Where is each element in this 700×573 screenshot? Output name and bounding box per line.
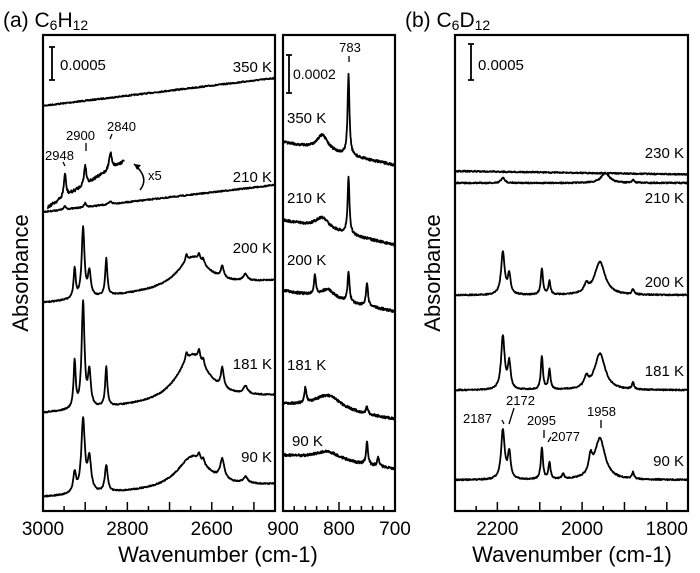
spectrum-200k (282, 270, 396, 313)
scale-bar (49, 46, 55, 81)
peak-label-1958: 1958 (587, 404, 616, 419)
temperature-label: 181 K (645, 363, 684, 380)
peak-label-2840: 2840 (107, 119, 136, 134)
temperature-label: 90 K (241, 449, 272, 466)
temperature-label: 200 K (233, 240, 272, 257)
scale-bar-label: 0.0005 (478, 57, 524, 74)
x-axis-label-b: Wavenumber (cm-1) (472, 542, 672, 567)
x-tick-label: 2200 (476, 519, 518, 540)
spectrum-181k (454, 334, 689, 392)
temperature-label: 210 K (233, 169, 272, 186)
panel-a-right: 900 800 700 0.0002 350 K 210 K 200 K 181 K 90 K (267, 33, 411, 540)
peak-label-2172: 2172 (506, 393, 535, 408)
temperature-label: 350 K (287, 110, 326, 127)
spectrum-230k (454, 169, 689, 176)
x-tick-label: 2800 (106, 519, 148, 540)
spectrum-350k (42, 76, 276, 108)
spectrum-210k (454, 171, 689, 185)
spectrum-181k (42, 299, 276, 414)
panel-b-title: (b) C6D12 (405, 9, 490, 33)
peak-label-783: 783 (339, 40, 361, 55)
plot-frame (41, 33, 277, 513)
peak-marker-ticks-b (501, 407, 602, 443)
temperature-label: 90 K (292, 433, 323, 450)
scale-factor-label: x5 (148, 168, 162, 183)
x-tick-label: 1800 (646, 519, 688, 540)
spectrum-181k (282, 385, 396, 421)
temperature-label: 181 K (233, 356, 272, 373)
spectrum-350k (282, 72, 396, 167)
temperature-label: 230 K (645, 145, 684, 162)
spectrum-200k (454, 250, 689, 297)
spectrum-200k (42, 225, 276, 304)
spectrum-210k (282, 175, 396, 247)
x-tick-label: 700 (379, 519, 411, 540)
scale-bar (286, 54, 292, 94)
magnify-arrow-icon (133, 163, 145, 191)
peak-label-2095: 2095 (527, 413, 556, 428)
spectrum-x5 (46, 151, 125, 210)
x-tick-label: 2600 (191, 519, 233, 540)
plot-frame (453, 33, 690, 513)
y-axis-label-b: Absorbance (420, 214, 445, 331)
scale-bar (468, 43, 474, 81)
x-tick-label: 2000 (561, 519, 603, 540)
panel-b: 2200 2000 1800 0.0005 230 K 210 K 200 K 181 K 90… (453, 33, 690, 540)
temperature-label: 210 K (645, 190, 684, 207)
spectrum-210k (42, 183, 276, 214)
x-tick-label: 800 (323, 519, 355, 540)
panel-a-title: (a) C6H12 (3, 9, 88, 33)
peak-label-2900: 2900 (66, 128, 95, 143)
peak-label-2187: 2187 (463, 411, 492, 426)
temperature-label: 181 K (287, 357, 326, 374)
scale-bar-label: 0.0005 (60, 57, 106, 74)
temperature-label: 200 K (645, 274, 684, 291)
temperature-label: 210 K (287, 190, 326, 207)
peak-label-2948: 2948 (45, 148, 74, 163)
spectrum-90k (42, 416, 276, 498)
panel-a-left: 3000 2800 2600 0.0005 350 K 210 K 200 K 181 K 90… (22, 33, 277, 540)
temperature-label: 200 K (287, 252, 326, 269)
temperature-label: 350 K (233, 59, 272, 76)
scale-bar-label: 0.0002 (293, 66, 336, 82)
y-axis-label-a: Absorbance (8, 214, 33, 331)
spectrum-90k (454, 428, 689, 482)
arrowhead-icon (134, 164, 141, 170)
x-tick-label: 3000 (22, 519, 64, 540)
temperature-label: 90 K (653, 453, 684, 470)
x-axis-label-a: Wavenumber (cm-1) (118, 542, 318, 567)
spectrum-90k (282, 440, 396, 471)
x-tick-label: 900 (267, 519, 299, 540)
peak-label-2077: 2077 (551, 429, 580, 444)
peak-marker-ticks-a (62, 133, 113, 167)
